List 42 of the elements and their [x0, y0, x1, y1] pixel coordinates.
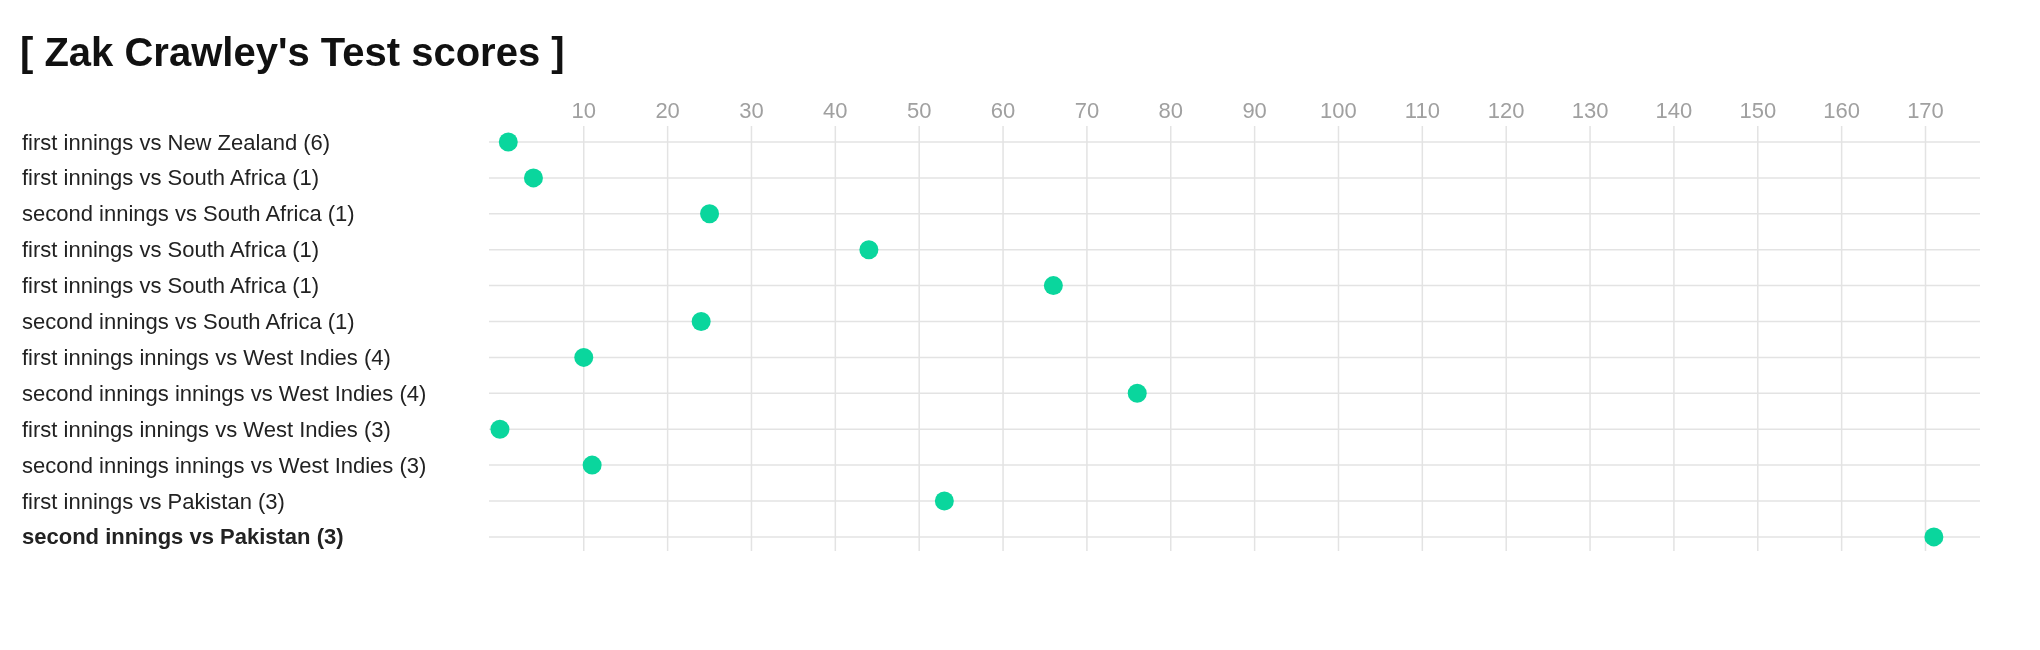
y-tick-label: second innings innings vs West Indies (4): [22, 380, 427, 406]
y-tick-label: second innings vs South Africa (1): [22, 201, 355, 227]
y-tick-label: second innings innings vs West Indies (3): [22, 452, 427, 478]
x-tick-label: 150: [1739, 98, 1777, 123]
x-tick-label: 130: [1571, 98, 1609, 123]
y-tick-label: first innings vs Pakistan (3): [22, 488, 285, 514]
point: [1043, 276, 1063, 296]
point: [859, 240, 879, 260]
x-tick-label: 120: [1487, 98, 1525, 123]
x-tick-label: 90: [1242, 98, 1267, 123]
point: [523, 168, 543, 188]
chart-title: [ Zak Crawley's Test scores ]: [20, 30, 565, 74]
y-tick-label: second innings vs South Africa (1): [22, 309, 355, 334]
point: [582, 455, 602, 475]
point: [574, 347, 594, 367]
point: [934, 491, 954, 511]
y-tick-label: first innings vs South Africa (1): [22, 237, 320, 263]
x-tick-label: 60: [990, 98, 1016, 123]
x-tick-label: 40: [823, 98, 848, 123]
x-tick-label: 100: [1320, 98, 1357, 123]
point: [498, 132, 518, 152]
x-tick-label: 170: [1907, 98, 1944, 123]
x-tick-label: 160: [1823, 98, 1860, 123]
x-tick-label: 80: [1158, 98, 1184, 123]
y-tick-label: second innings vs Pakistan (3): [22, 524, 344, 550]
x-tick-label: 140: [1655, 98, 1693, 123]
y-tick-label: first innings vs New Zealand (6): [22, 129, 331, 155]
x-tick-label: 50: [906, 98, 932, 123]
point: [1127, 383, 1147, 403]
y-tick-label: first innings vs South Africa (1): [22, 273, 320, 299]
x-tick-label: 30: [739, 98, 764, 123]
x-tick-label: 110: [1404, 98, 1440, 123]
y-tick-label: first innings innings vs West Indies (4): [22, 344, 391, 370]
point: [1924, 527, 1944, 547]
x-tick-label: 20: [655, 98, 680, 123]
point: [691, 312, 711, 331]
x-tick-label: 10: [571, 98, 596, 123]
y-tick-label: first innings vs South Africa (1): [22, 165, 320, 191]
point: [490, 419, 510, 439]
y-tick-label: first innings innings vs West Indies (3): [22, 416, 391, 442]
point: [700, 204, 720, 224]
x-tick-label: 70: [1074, 98, 1100, 123]
